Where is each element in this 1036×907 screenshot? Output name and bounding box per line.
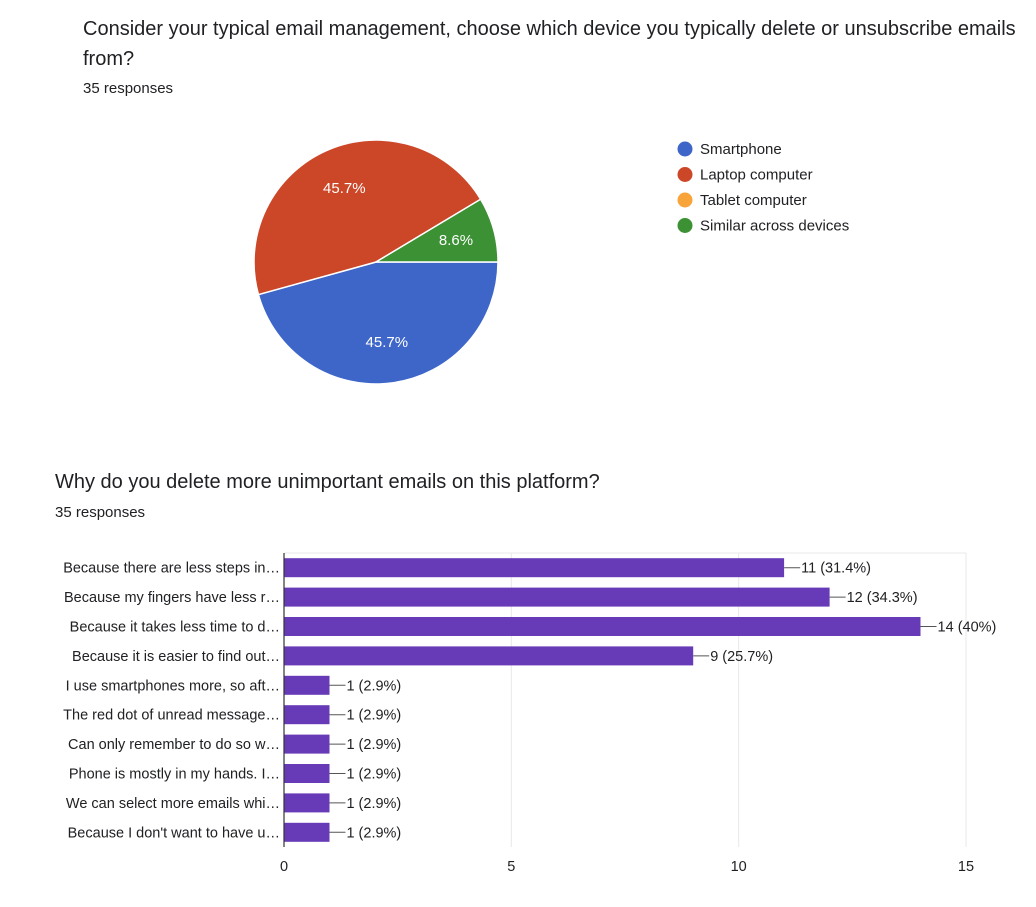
value-label: 11 (31.4%) bbox=[801, 561, 871, 577]
legend-swatch-icon bbox=[678, 218, 693, 233]
pie-slice-label: 45.7% bbox=[366, 334, 409, 351]
value-label: 12 (34.3%) bbox=[847, 590, 918, 606]
legend-swatch-icon bbox=[678, 193, 693, 208]
bar bbox=[284, 617, 921, 636]
bar bbox=[284, 676, 330, 695]
bar bbox=[284, 793, 330, 812]
bar bbox=[284, 823, 330, 842]
value-label: 14 (40%) bbox=[938, 620, 997, 636]
legend-label: Similar across devices bbox=[700, 218, 849, 235]
bar bbox=[284, 558, 784, 577]
value-label: 1 (2.9%) bbox=[346, 796, 401, 812]
pie-slice-label: 8.6% bbox=[439, 232, 473, 249]
category-label: I use smartphones more, so aft… bbox=[66, 678, 280, 694]
category-label: Phone is mostly in my hands. I… bbox=[69, 767, 280, 783]
bar-chart: 0 5 10 15 11 (31.4%) Because there are less s… bbox=[63, 553, 996, 875]
category-label: Can only remember to do so w… bbox=[68, 737, 280, 753]
legend-label: Smartphone bbox=[700, 141, 782, 158]
bar bbox=[284, 588, 830, 607]
bar bbox=[284, 764, 330, 783]
pie-legend: Smartphone Laptop computer Tablet computer… bbox=[678, 141, 850, 235]
x-tick-label: 0 bbox=[280, 859, 288, 875]
pie-chart: 45.7% 45.7% 8.6% bbox=[254, 140, 498, 384]
category-label: Because there are less steps in… bbox=[63, 561, 280, 577]
value-label: 1 (2.9%) bbox=[346, 767, 401, 783]
x-tick-label: 10 bbox=[731, 859, 747, 875]
category-label: Because it takes less time to d… bbox=[70, 620, 280, 636]
pie-slice-label: 45.7% bbox=[323, 180, 366, 197]
category-label: The red dot of unread message… bbox=[63, 708, 280, 724]
category-label: Because I don't want to have u… bbox=[68, 825, 280, 841]
x-tick-label: 5 bbox=[507, 859, 515, 875]
value-label: 1 (2.9%) bbox=[346, 708, 401, 724]
bar bbox=[284, 705, 330, 724]
category-label: We can select more emails whi… bbox=[66, 796, 280, 812]
legend-label: Tablet computer bbox=[700, 192, 807, 209]
value-label: 1 (2.9%) bbox=[346, 737, 401, 753]
legend-swatch-icon bbox=[678, 142, 693, 157]
category-label: Because my fingers have less r… bbox=[64, 590, 280, 606]
value-label: 9 (25.7%) bbox=[710, 649, 773, 665]
legend-label: Laptop computer bbox=[700, 167, 813, 184]
legend-swatch-icon bbox=[678, 167, 693, 182]
bar bbox=[284, 646, 693, 665]
x-tick-label: 15 bbox=[958, 859, 974, 875]
bar bbox=[284, 735, 330, 754]
value-label: 1 (2.9%) bbox=[346, 678, 401, 694]
value-label: 1 (2.9%) bbox=[346, 825, 401, 841]
category-label: Because it is easier to find out… bbox=[72, 649, 280, 665]
